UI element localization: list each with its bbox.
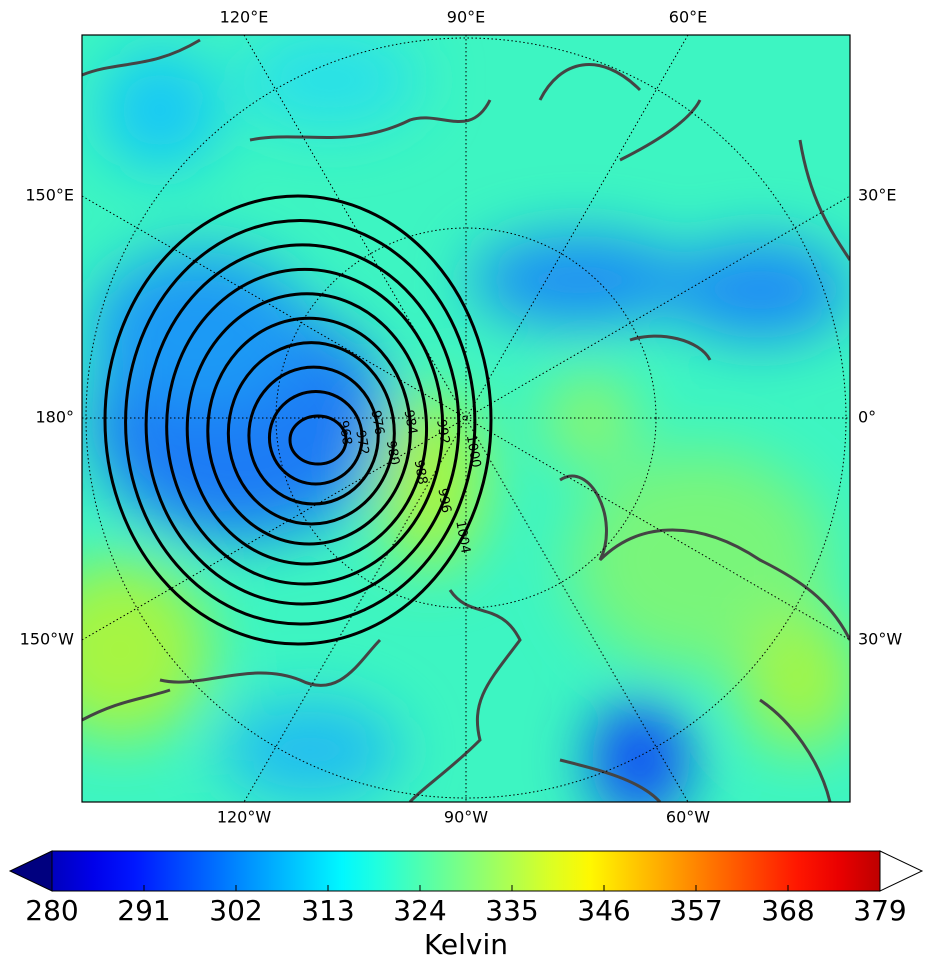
map-frame (81, 34, 851, 803)
colorbar-over (879, 850, 924, 892)
isobar (267, 390, 364, 486)
colorbar-tick-label: 335 (485, 894, 538, 927)
colorbar-under (8, 850, 53, 892)
coastlines (82, 38, 850, 802)
isobar (165, 267, 445, 586)
isobar (288, 414, 348, 466)
colorbar-body (51, 850, 881, 892)
isobar-label: 968 (335, 419, 354, 446)
isobar (206, 316, 412, 546)
colorbar-tick-label: 302 (209, 894, 262, 927)
longitude-label: 120°W (217, 808, 272, 827)
isobar-label: 992 (433, 418, 452, 445)
isobar-label: 996 (434, 487, 453, 514)
isobar-label: 972 (352, 429, 371, 456)
isobar (185, 292, 429, 566)
longitude-label: 150°E (25, 186, 74, 205)
isobar (103, 194, 493, 646)
colorbar-tick-label: 346 (577, 894, 630, 927)
colorbar-tick-label: 313 (301, 894, 354, 927)
longitude-label: 60°W (666, 808, 710, 827)
isobar (144, 243, 461, 606)
longitude-label: 0° (858, 408, 876, 427)
colorbar-tick-label: 368 (761, 894, 814, 927)
longitude-label: 30°E (858, 186, 896, 205)
longitude-label: 120°E (220, 8, 269, 27)
colorbar-tick-label: 291 (117, 894, 170, 927)
graticule (82, 35, 850, 802)
colorbar-tick-label: 357 (669, 894, 722, 927)
isobar-label: 984 (401, 409, 420, 436)
isobar (124, 218, 477, 626)
colorbar-label: Kelvin (424, 928, 508, 961)
isobar-label: 1004 (452, 519, 473, 554)
longitude-label: 180° (35, 408, 74, 427)
isobar (226, 341, 396, 526)
isobar (247, 365, 380, 506)
isobar-label: 1000 (463, 434, 484, 469)
isobar-label: 976 (368, 409, 387, 436)
colorbar-tick-label: 379 (853, 894, 906, 927)
isobar-label: 988 (411, 459, 430, 486)
longitude-label: 150°W (20, 630, 75, 649)
longitude-label: 60°E (669, 8, 707, 27)
longitude-label: 90°W (444, 808, 488, 827)
longitude-label: 30°W (858, 630, 902, 649)
longitude-labels: 120°E 90°E 60°E 120°W 90°W 60°W 150°E 180° 150°W… (20, 8, 903, 827)
isobar-label: 980 (383, 439, 402, 466)
longitude-label: 90°E (447, 8, 485, 27)
colorbar-tick-label: 280 (25, 894, 78, 927)
colorbar: Kelvin 280 291 302 313 324 335 346 357 368 379 (8, 850, 924, 961)
colorbar-tick-label: 324 (393, 894, 446, 927)
